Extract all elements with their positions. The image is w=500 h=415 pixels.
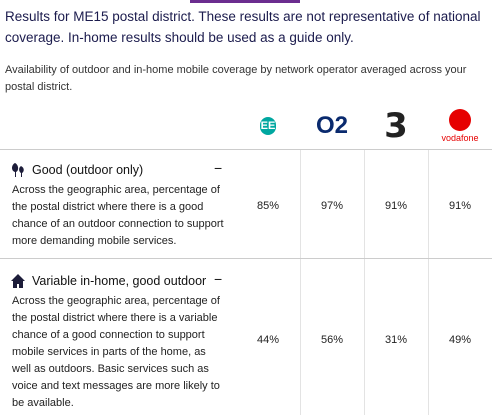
coverage-value: 91% bbox=[384, 200, 408, 212]
vodafone-mark bbox=[449, 109, 471, 131]
column-divider bbox=[364, 150, 365, 415]
coverage-value: 31% bbox=[384, 334, 408, 346]
column-divider bbox=[300, 150, 301, 415]
row-title: Variable in-home, good outdoor bbox=[32, 274, 207, 288]
collapse-toggle[interactable]: − bbox=[214, 160, 223, 176]
row-description: Across the geographic area, percentage o… bbox=[12, 295, 220, 409]
row-description: Across the geographic area, percentage o… bbox=[12, 184, 224, 247]
coverage-value: 44% bbox=[256, 334, 280, 346]
vodafone-text: vodafone bbox=[441, 133, 479, 143]
o2-logo: O2 bbox=[315, 112, 348, 139]
intro-text: Results for ME15 postal district. These … bbox=[5, 9, 481, 45]
collapse-toggle[interactable]: − bbox=[214, 271, 223, 287]
coverage-value: 85% bbox=[256, 200, 280, 212]
coverage-value: 49% bbox=[448, 334, 472, 346]
tree-icon bbox=[12, 163, 24, 177]
top-bar bbox=[190, 0, 300, 3]
divider bbox=[0, 149, 492, 150]
coverage-value: 91% bbox=[448, 200, 472, 212]
ee-logo: EE bbox=[238, 104, 298, 148]
home-icon bbox=[11, 274, 25, 288]
coverage-value: 56% bbox=[320, 334, 344, 346]
subtitle: Availability of outdoor and in-home mobi… bbox=[5, 64, 467, 93]
row-title: Good (outdoor only) bbox=[32, 163, 144, 177]
column-divider bbox=[428, 150, 429, 415]
three-logo: 3 bbox=[384, 106, 408, 146]
vodafone-logo: vodafone bbox=[430, 104, 490, 148]
divider bbox=[0, 258, 492, 259]
coverage-value: 97% bbox=[320, 200, 344, 212]
ee-logo-text: EE bbox=[260, 117, 276, 135]
